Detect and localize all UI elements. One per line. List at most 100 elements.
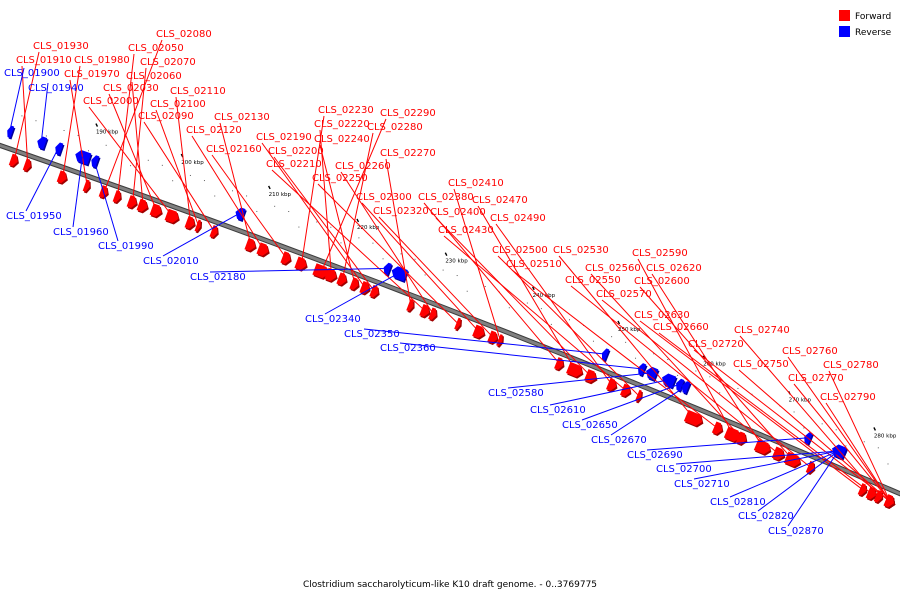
- gene-label-forward[interactable]: CLS_01980: [74, 55, 130, 66]
- gene-label-forward[interactable]: CLS_02750: [733, 359, 789, 370]
- gene-label-forward[interactable]: CLS_02570: [596, 289, 652, 300]
- gene-label-forward[interactable]: CLS_02400: [430, 207, 486, 218]
- gene-label-reverse[interactable]: CLS_02870: [768, 526, 824, 537]
- gene-arrow[interactable]: [294, 256, 307, 271]
- gene-arrow[interactable]: [22, 158, 31, 171]
- gene-arrow[interactable]: [676, 378, 685, 392]
- gene-label-forward[interactable]: CLS_02160: [206, 144, 262, 155]
- gene-label-forward[interactable]: CLS_02260: [335, 161, 391, 172]
- gene-label-forward[interactable]: CLS_02270: [380, 148, 436, 159]
- gene-label-forward[interactable]: CLS_02410: [448, 178, 504, 189]
- gene-label-forward[interactable]: CLS_02200: [268, 146, 324, 157]
- gene-label-forward[interactable]: CLS_02300: [356, 192, 412, 203]
- gene-label-forward[interactable]: CLS_02790: [820, 392, 876, 403]
- gene-label-forward[interactable]: CLS_02230: [318, 105, 374, 116]
- gene-label-reverse[interactable]: CLS_02610: [530, 405, 586, 416]
- gene-label-forward[interactable]: CLS_02290: [380, 108, 436, 119]
- gene-label-forward[interactable]: CLS_02770: [788, 373, 844, 384]
- gene-label-forward[interactable]: CLS_02090: [138, 111, 194, 122]
- gene-label-forward[interactable]: CLS_02130: [214, 112, 270, 123]
- gene-arrow[interactable]: [601, 348, 610, 361]
- gene-label-forward[interactable]: CLS_02720: [688, 339, 744, 350]
- gene-arrow[interactable]: [336, 272, 347, 286]
- gene-arrow[interactable]: [753, 438, 771, 455]
- gene-arrow[interactable]: [126, 195, 137, 208]
- gene-arrow[interactable]: [56, 170, 67, 184]
- gene-arrow[interactable]: [324, 267, 337, 282]
- gene-label-forward[interactable]: CLS_02510: [506, 259, 562, 270]
- gene-label-reverse[interactable]: CLS_02670: [591, 435, 647, 446]
- gene-label-reverse[interactable]: CLS_02700: [656, 464, 712, 475]
- gene-arrow[interactable]: [723, 426, 741, 442]
- gene-label-forward[interactable]: CLS_02030: [103, 83, 159, 94]
- gene-label-forward[interactable]: CLS_02380: [418, 192, 474, 203]
- gene-arrow[interactable]: [82, 179, 90, 192]
- gene-label-forward[interactable]: CLS_02500: [492, 245, 548, 256]
- gene-label-reverse[interactable]: CLS_02710: [674, 479, 730, 490]
- gene-label-reverse[interactable]: CLS_01900: [4, 68, 60, 79]
- gene-label-forward[interactable]: CLS_02560: [585, 263, 641, 274]
- gene-arrow[interactable]: [682, 381, 691, 394]
- gene-label-reverse[interactable]: CLS_01990: [98, 241, 154, 252]
- gene-arrow[interactable]: [112, 190, 121, 203]
- gene-label-reverse[interactable]: CLS_02010: [143, 256, 199, 267]
- gene-label-forward[interactable]: CLS_02220: [314, 119, 370, 130]
- gene-arrow[interactable]: [428, 307, 437, 320]
- gene-label-reverse[interactable]: CLS_01950: [6, 211, 62, 222]
- gene-label-reverse[interactable]: CLS_01960: [53, 227, 109, 238]
- gene-label-forward[interactable]: CLS_02590: [632, 248, 688, 259]
- gene-label-forward[interactable]: CLS_02060: [126, 71, 182, 82]
- gene-label-reverse[interactable]: CLS_02350: [344, 329, 400, 340]
- gene-label-forward[interactable]: CLS_02250: [312, 173, 368, 184]
- gene-label-reverse[interactable]: CLS_02820: [738, 511, 794, 522]
- gene-label-reverse[interactable]: CLS_02360: [380, 343, 436, 354]
- gene-label-reverse[interactable]: CLS_02650: [562, 420, 618, 431]
- gene-arrow[interactable]: [383, 262, 392, 276]
- gene-label-forward[interactable]: CLS_02740: [734, 325, 790, 336]
- gene-arrow[interactable]: [91, 155, 100, 168]
- gene-label-forward[interactable]: CLS_01910: [16, 55, 72, 66]
- gene-arrow[interactable]: [7, 125, 15, 138]
- gene-arrow[interactable]: [136, 198, 148, 212]
- gene-label-forward[interactable]: CLS_02280: [367, 122, 423, 133]
- gene-label-forward[interactable]: CLS_02620: [646, 263, 702, 274]
- gene-label-forward[interactable]: CLS_02050: [128, 43, 184, 54]
- gene-label-forward[interactable]: CLS_01970: [64, 69, 120, 80]
- gene-label-reverse[interactable]: CLS_02810: [710, 497, 766, 508]
- gene-label-forward[interactable]: CLS_02780: [823, 360, 879, 371]
- gene-label-reverse[interactable]: CLS_01940: [28, 83, 84, 94]
- gene-label-forward[interactable]: CLS_02080: [156, 29, 212, 40]
- gene-arrow[interactable]: [194, 219, 201, 232]
- gene-arrow[interactable]: [406, 299, 414, 312]
- gene-arrow[interactable]: [638, 363, 647, 376]
- gene-label-forward[interactable]: CLS_02760: [782, 346, 838, 357]
- gene-label-forward[interactable]: CLS_02070: [140, 57, 196, 68]
- gene-label-forward[interactable]: CLS_02210: [266, 159, 322, 170]
- gene-arrow[interactable]: [209, 225, 218, 238]
- gene-label-forward[interactable]: CLS_02240: [314, 134, 370, 145]
- gene-label-reverse[interactable]: CLS_02690: [627, 450, 683, 461]
- gene-label-forward[interactable]: CLS_02110: [170, 86, 226, 97]
- gene-label-forward[interactable]: CLS_02630: [634, 310, 690, 321]
- gene-label-reverse[interactable]: CLS_02180: [190, 272, 246, 283]
- gene-arrow[interactable]: [184, 215, 195, 229]
- gene-label-reverse[interactable]: CLS_02340: [305, 314, 361, 325]
- gene-label-forward[interactable]: CLS_02000: [83, 96, 139, 107]
- gene-label-forward[interactable]: CLS_02190: [256, 132, 312, 143]
- gene-label-forward[interactable]: CLS_02120: [186, 125, 242, 136]
- gene-arrow[interactable]: [312, 263, 329, 279]
- gene-label-reverse[interactable]: CLS_02580: [488, 388, 544, 399]
- gene-label-forward[interactable]: CLS_02530: [553, 245, 609, 256]
- gene-label-forward[interactable]: CLS_02660: [653, 322, 709, 333]
- gene-arrow[interactable]: [55, 142, 64, 156]
- gene-arrow[interactable]: [566, 361, 583, 378]
- gene-label-forward[interactable]: CLS_02470: [472, 195, 528, 206]
- gene-label-forward[interactable]: CLS_02430: [438, 225, 494, 236]
- gene-label-forward[interactable]: CLS_02320: [373, 206, 429, 217]
- gene-arrow[interactable]: [244, 237, 256, 252]
- gene-label-forward[interactable]: CLS_02550: [565, 275, 621, 286]
- gene-arrow[interactable]: [349, 277, 359, 290]
- gene-arrow[interactable]: [37, 136, 48, 150]
- gene-arrow[interactable]: [149, 203, 162, 217]
- gene-label-forward[interactable]: CLS_02490: [490, 213, 546, 224]
